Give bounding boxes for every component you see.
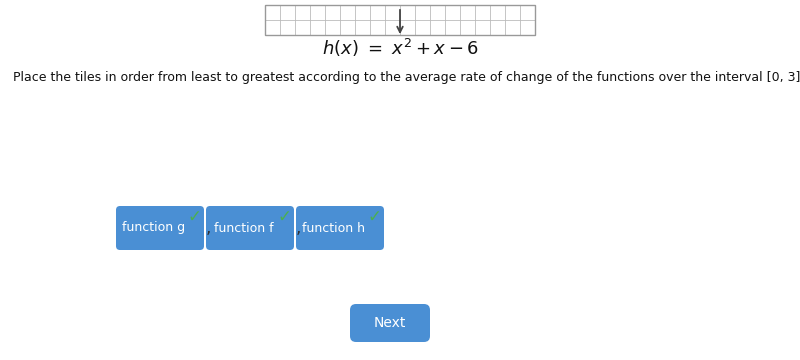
Text: Next: Next xyxy=(374,316,406,330)
Text: ,: , xyxy=(295,219,301,237)
FancyBboxPatch shape xyxy=(116,206,204,250)
Text: ✓: ✓ xyxy=(187,208,201,226)
Bar xyxy=(265,5,535,35)
Text: function h: function h xyxy=(302,221,366,234)
Text: $h(x)\ =\ x^2 + x - 6$: $h(x)\ =\ x^2 + x - 6$ xyxy=(322,37,478,59)
Text: ✓: ✓ xyxy=(277,208,291,226)
Text: $-8$: $-8$ xyxy=(390,0,410,3)
Text: ✓: ✓ xyxy=(367,208,381,226)
Text: function f: function f xyxy=(214,221,274,234)
FancyBboxPatch shape xyxy=(206,206,294,250)
FancyBboxPatch shape xyxy=(350,304,430,342)
Text: Place the tiles in order from least to greatest according to the average rate of: Place the tiles in order from least to g… xyxy=(13,72,800,85)
FancyBboxPatch shape xyxy=(296,206,384,250)
Text: function g: function g xyxy=(122,221,186,234)
Text: ,: , xyxy=(206,219,210,237)
